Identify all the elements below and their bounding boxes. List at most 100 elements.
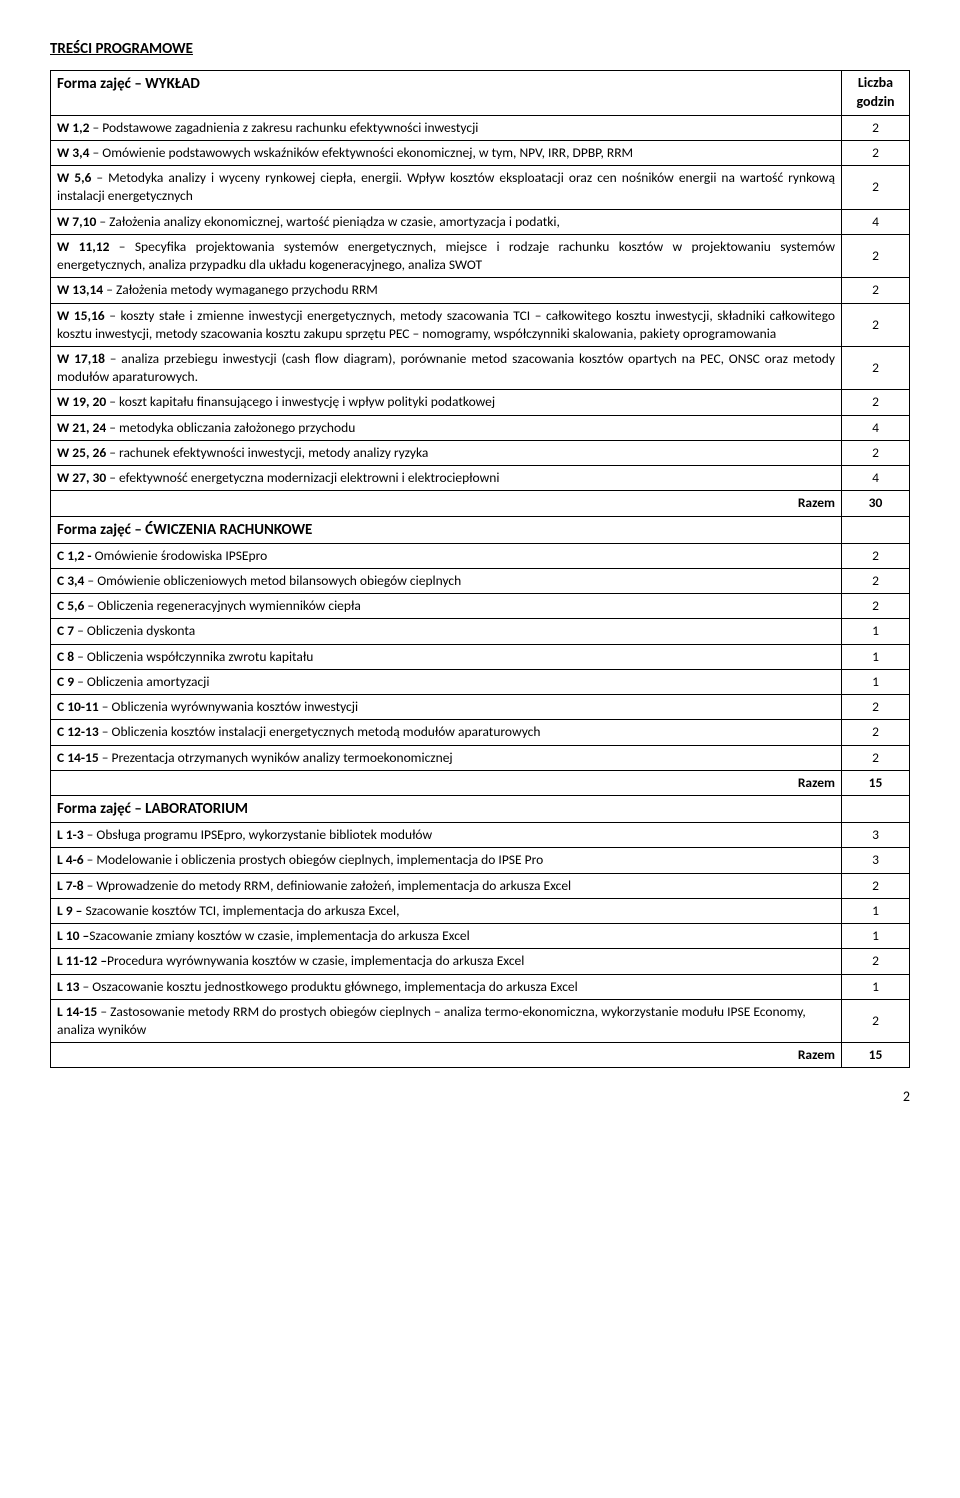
section-title: TREŚCI PROGRAMOWE (50, 40, 910, 58)
table-row-text: C 5,6 – Obliczenia regeneracyjnych wymie… (51, 594, 842, 619)
row-desc: – metodyka obliczania założonego przycho… (106, 419, 355, 436)
row-value: 3 (842, 848, 910, 873)
forma-lab: Forma zajęć – LABORATORIUM (51, 795, 842, 822)
row-desc: – Oszacowanie kosztu jednostkowego produ… (79, 978, 577, 995)
table-row-text: L 11-12 –Procedura wyrównywania kosztów … (51, 949, 842, 974)
row-value: 1 (842, 669, 910, 694)
row-code: L 4-6 (57, 851, 84, 868)
row-value: 1 (842, 898, 910, 923)
forma-wyklad: Forma zajęć – WYKŁAD (51, 71, 842, 116)
row-value: 1 (842, 924, 910, 949)
row-value: 2 (842, 594, 910, 619)
row-code: W 11,12 (57, 238, 109, 255)
row-desc: – Obliczenia dyskonta (74, 622, 195, 639)
row-value: 2 (842, 695, 910, 720)
row-desc: – Obliczenia amortyzacji (74, 673, 209, 690)
row-code: C 14-15 (57, 749, 99, 766)
row-value: 2 (842, 141, 910, 166)
row-value: 2 (842, 440, 910, 465)
empty-cell (842, 795, 910, 822)
row-desc: – Specyfika projektowania systemów energ… (57, 238, 835, 273)
row-value: 4 (842, 466, 910, 491)
row-value: 2 (842, 949, 910, 974)
row-code: W 17,18 (57, 350, 105, 367)
row-desc: – Założenia metody wymaganego przychodu … (103, 281, 378, 298)
row-desc: – Omówienie podstawowych wskaźników efek… (89, 144, 633, 161)
row-value: 1 (842, 644, 910, 669)
row-code: C 5,6 (57, 597, 84, 614)
row-desc: – Metodyka analizy i wyceny rynkowej cie… (57, 169, 835, 204)
table-row-text: C 14-15 – Prezentacja otrzymanych wynikó… (51, 745, 842, 770)
row-desc: – Obsługa programu IPSEpro, wykorzystani… (84, 826, 433, 843)
table-row-text: L 7-8 – Wprowadzenie do metody RRM, defi… (51, 873, 842, 898)
table-row-text: L 9 – Szacowanie kosztów TCI, implementa… (51, 898, 842, 923)
row-code: W 25, 26 (57, 444, 106, 461)
row-code: L 13 (57, 978, 79, 995)
table-row-text: C 9 – Obliczenia amortyzacji (51, 669, 842, 694)
row-value: 2 (842, 303, 910, 346)
row-value: 1 (842, 974, 910, 999)
row-code: W 3,4 (57, 144, 89, 161)
row-desc: – Obliczenia wyrównywania kosztów inwest… (99, 698, 358, 715)
row-code: L 11-12 – (57, 952, 107, 969)
table-row-text: W 17,18 – analiza przebiegu inwestycji (… (51, 346, 842, 389)
row-desc: Szacowanie kosztów TCI, implementacja do… (82, 902, 399, 919)
row-code: C 7 (57, 622, 74, 639)
table-row-text: L 1-3 – Obsługa programu IPSEpro, wykorz… (51, 823, 842, 848)
row-value: 2 (842, 873, 910, 898)
table-row-text: L 14-15 – Zastosowanie metody RRM do pro… (51, 999, 842, 1042)
razem-cwiczenia-val: 15 (842, 770, 910, 795)
table-row-text: W 21, 24 – metodyka obliczania założoneg… (51, 415, 842, 440)
razem-wyklad-label: Razem (51, 491, 842, 516)
row-value: 2 (842, 745, 910, 770)
row-desc: – analiza przebiegu inwestycji (cash flo… (57, 350, 835, 385)
row-value: 2 (842, 166, 910, 209)
row-code: L 1-3 (57, 826, 84, 843)
row-desc: Szacowanie zmiany kosztów w czasie, impl… (89, 927, 470, 944)
row-code: W 27, 30 (57, 469, 106, 486)
row-code: L 10 – (57, 927, 89, 944)
row-code: C 1,2 - (57, 547, 92, 564)
row-code: L 7-8 (57, 877, 84, 894)
row-code: W 21, 24 (57, 419, 106, 436)
row-code: L 9 – (57, 902, 82, 919)
row-code: W 19, 20 (57, 393, 106, 410)
row-desc: Procedura wyrównywania kosztów w czasie,… (107, 952, 524, 969)
row-value: 2 (842, 999, 910, 1042)
row-code: C 3,4 (57, 572, 84, 589)
row-desc: – Założenia analizy ekonomicznej, wartoś… (96, 213, 560, 230)
row-value: 3 (842, 823, 910, 848)
row-value: 2 (842, 278, 910, 303)
row-value: 2 (842, 390, 910, 415)
table-row-text: W 19, 20 – koszt kapitału finansującego … (51, 390, 842, 415)
row-code: W 15,16 (57, 307, 105, 324)
table-row-text: C 12-13 – Obliczenia kosztów instalacji … (51, 720, 842, 745)
row-code: W 7,10 (57, 213, 96, 230)
row-value: 4 (842, 415, 910, 440)
row-desc: Omówienie środowiska IPSEpro (92, 547, 268, 564)
row-value: 4 (842, 209, 910, 234)
row-value: 2 (842, 346, 910, 389)
table-row-text: W 7,10 – Założenia analizy ekonomicznej,… (51, 209, 842, 234)
row-code: C 8 (57, 648, 74, 665)
table-row-text: C 7 – Obliczenia dyskonta (51, 619, 842, 644)
row-desc: – Podstawowe zagadnienia z zakresu rachu… (89, 119, 478, 136)
table-row-text: W 1,2 – Podstawowe zagadnienia z zakresu… (51, 115, 842, 140)
row-desc: – Obliczenia współczynnika zwrotu kapita… (74, 648, 313, 665)
row-value: 2 (842, 115, 910, 140)
row-code: C 10-11 (57, 698, 99, 715)
razem-lab-val: 15 (842, 1043, 910, 1068)
row-value: 2 (842, 568, 910, 593)
row-code: C 12-13 (57, 723, 99, 740)
row-desc: – Modelowanie i obliczenia prostych obie… (84, 851, 544, 868)
table-row-text: L 10 –Szacowanie zmiany kosztów w czasie… (51, 924, 842, 949)
table-row-text: L 4-6 – Modelowanie i obliczenia prostyc… (51, 848, 842, 873)
row-code: W 5,6 (57, 169, 91, 186)
table-row-text: W 15,16 – koszty stałe i zmienne inwesty… (51, 303, 842, 346)
forma-cwiczenia: Forma zajęć – ĆWICZENIA RACHUNKOWE (51, 516, 842, 543)
row-desc: – Obliczenia kosztów instalacji energety… (99, 723, 541, 740)
row-desc: – Prezentacja otrzymanych wyników analiz… (99, 749, 453, 766)
row-code: W 1,2 (57, 119, 89, 136)
table-row-text: W 25, 26 – rachunek efektywności inwesty… (51, 440, 842, 465)
empty-cell (842, 516, 910, 543)
